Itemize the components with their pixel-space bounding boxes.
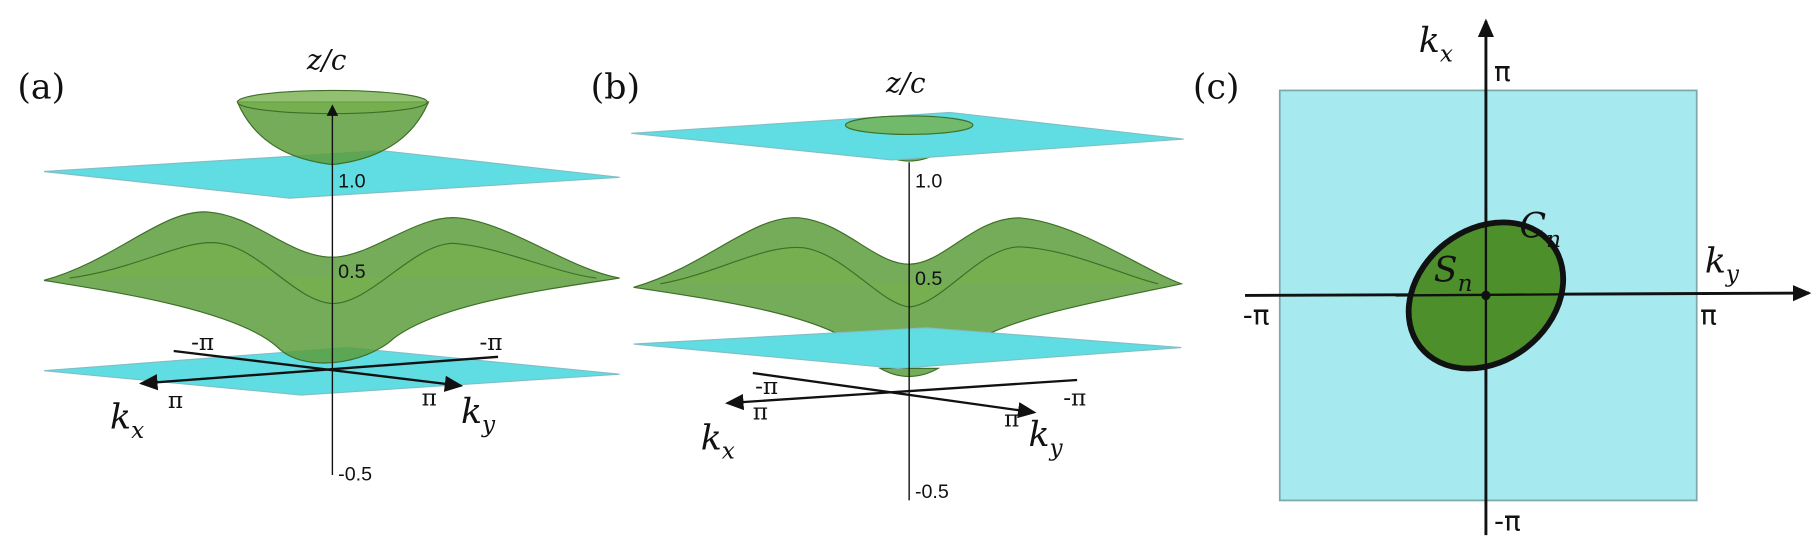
label-part: C [1520, 207, 1547, 247]
z-tick-label: 0.5 [338, 261, 365, 283]
kx-tick-label: -π [755, 374, 778, 400]
kx-axis [138, 355, 499, 391]
panel-a: (a) z/c 1.0 0.5 -0.5 -π π -π π kx ky [17, 44, 620, 486]
kx-axis-label: kx [1419, 21, 1453, 67]
ky-tick-label: -π [1243, 298, 1270, 331]
z-tick-label: 0.5 [915, 268, 942, 290]
panel-b: (b) z/c 1.0 0.5 -0.5 -π π -π π kx ky [591, 67, 1184, 503]
kx-tick-label: π [1494, 55, 1511, 88]
label-part: x [722, 439, 735, 465]
kx-axis-label: kx [701, 418, 735, 464]
label-part: x [1440, 41, 1453, 67]
z-tick-label: -0.5 [338, 464, 372, 486]
region-label: Sn [1434, 251, 1473, 297]
label-part: n [1546, 227, 1561, 253]
panel-label: (c) [1193, 68, 1240, 108]
z-axis-label: z/c [306, 44, 347, 77]
curve-label: Cn [1520, 207, 1561, 253]
label-part: y [1725, 262, 1740, 288]
label-part: k [701, 418, 722, 458]
ky-axis [752, 371, 1037, 419]
origin [1481, 290, 1491, 301]
kx-axis-label: kx [110, 398, 144, 444]
label-part: n [1458, 271, 1473, 297]
label-part: x [131, 418, 144, 444]
label-part: k [461, 392, 482, 432]
label-part: k [110, 398, 131, 438]
panel-c: (c) kx ky π -π -π π Cn Sn [1193, 18, 1812, 538]
z-tick-label: 1.0 [915, 171, 942, 193]
ky-axis-label: ky [461, 392, 496, 438]
kx-tick-label: π [168, 388, 183, 414]
bowl-rim [844, 115, 974, 136]
ky-tick-label: -π [479, 330, 502, 356]
label-part: k [1028, 415, 1049, 455]
ky-axis-label: ky [1028, 415, 1063, 461]
kx-axis [725, 378, 1078, 411]
bottom-plane [633, 327, 1182, 369]
ky-axis-label: ky [1705, 241, 1740, 287]
z-tick-label: -0.5 [915, 481, 949, 503]
label-part: y [1049, 435, 1064, 461]
kx-tick-label: -π [191, 330, 214, 356]
label-part: S [1434, 251, 1458, 291]
panel-label: (b) [591, 68, 640, 108]
ky-tick-label: π [1004, 406, 1019, 432]
ky-tick-label: π [422, 385, 437, 411]
kx-tick-label: π [753, 399, 768, 425]
ky-tick-label: π [1700, 298, 1717, 331]
label-part: k [1419, 21, 1440, 61]
z-axis-label: z/c [885, 67, 926, 100]
label-part: k [1705, 241, 1726, 281]
panel-label: (a) [17, 68, 65, 108]
z-tick-label: 1.0 [338, 171, 365, 193]
top-plane [631, 111, 1184, 161]
kx-tick-label: -π [1494, 505, 1521, 538]
label-part: y [481, 412, 496, 438]
ky-axis [173, 349, 464, 392]
ky-tick-label: -π [1063, 385, 1086, 411]
